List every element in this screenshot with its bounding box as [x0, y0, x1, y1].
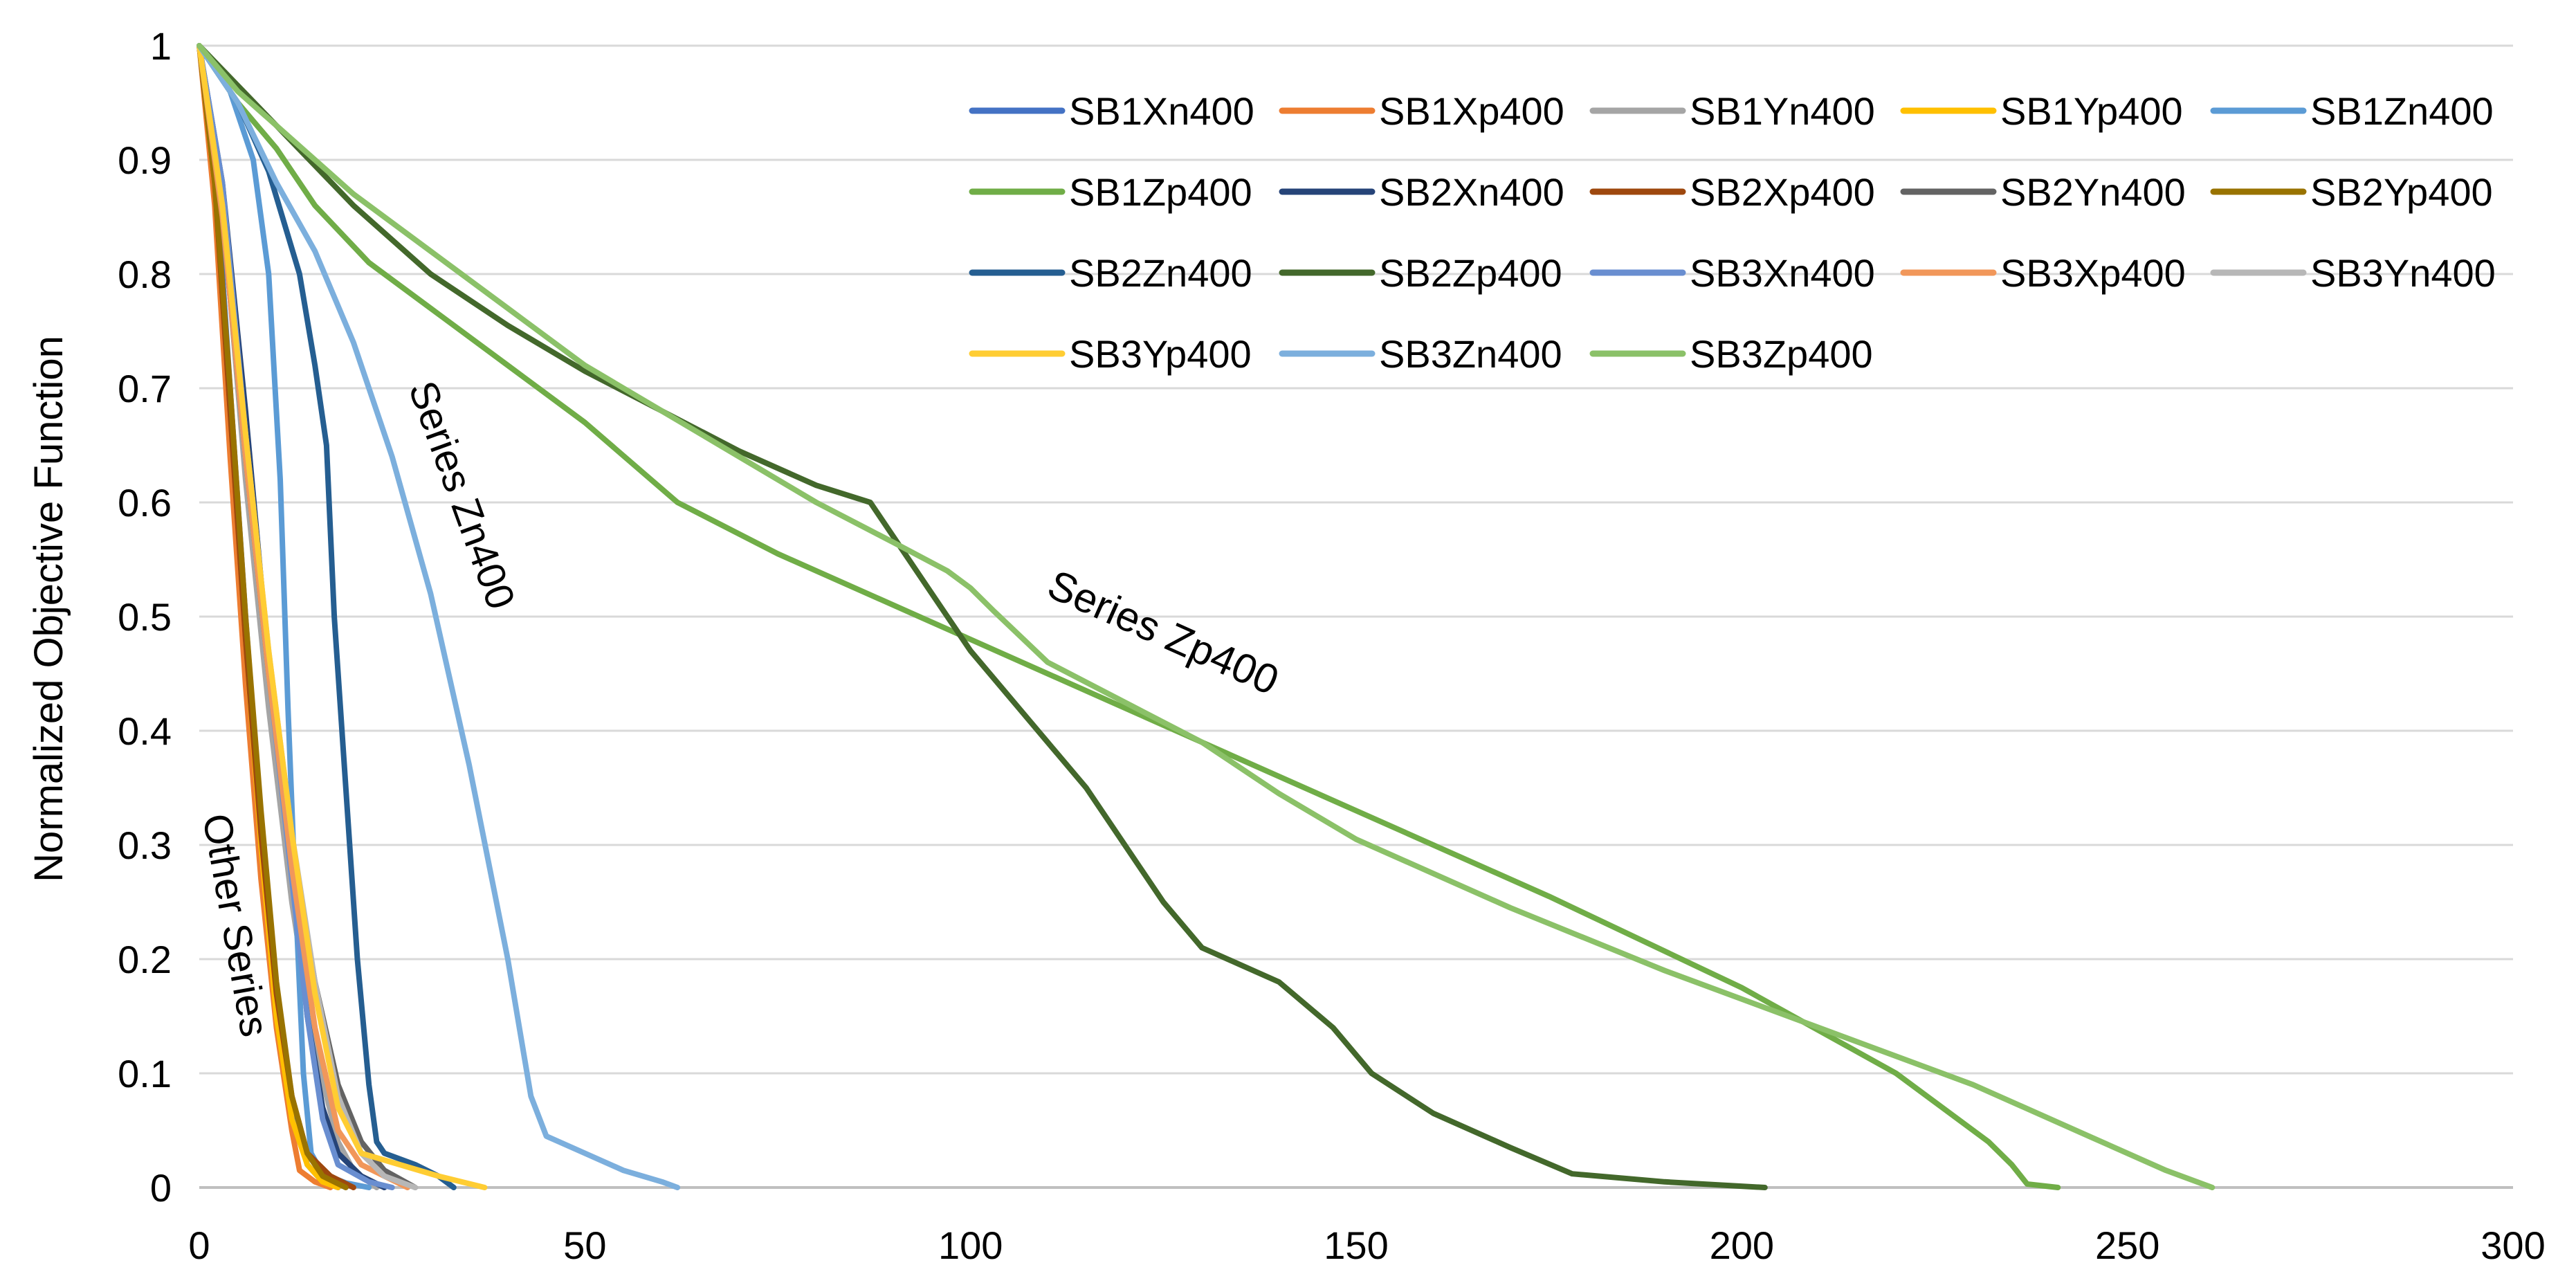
y-tick-label: 0.1 [118, 1052, 172, 1095]
legend-label-SB3Yn400: SB3Yn400 [2310, 251, 2496, 295]
y-tick-label: 0 [150, 1166, 172, 1210]
y-tick-label: 0.7 [118, 367, 172, 410]
series-line-SB3Zn400 [197, 43, 681, 1190]
y-tick-label: 0.8 [118, 253, 172, 296]
legend-label-SB1Zp400: SB1Zp400 [1069, 170, 1252, 214]
legend-label-SB3Xn400: SB3Xn400 [1690, 251, 1875, 295]
legend-label-SB1Zn400: SB1Zn400 [2310, 89, 2494, 133]
legend-label-SB2Yp400: SB2Yp400 [2310, 170, 2493, 214]
legend-label-SB1Xp400: SB1Xp400 [1379, 89, 1564, 133]
y-tick-label: 0.9 [118, 138, 172, 182]
legend-label-SB1Yp400: SB1Yp400 [2000, 89, 2183, 133]
legend-label-SB3Yp400: SB3Yp400 [1069, 332, 1252, 376]
legend-label-SB3Xp400: SB3Xp400 [2000, 251, 2186, 295]
y-tick-label: 0.6 [118, 481, 172, 525]
x-tick-label: 150 [1324, 1223, 1388, 1267]
legend-label-SB2Zp400: SB2Zp400 [1379, 251, 1562, 295]
legend-label-SB3Zp400: SB3Zp400 [1690, 332, 1873, 376]
x-tick-label: 300 [2481, 1223, 2545, 1267]
gridlines [199, 44, 2513, 1075]
axes: 0 0.1 0.2 0.3 0.4 0.5 0.6 0.7 0.8 0.9 1 0 50 100 150 20… [118, 24, 2546, 1267]
legend-label-SB3Zn400: SB3Zn400 [1379, 332, 1562, 376]
x-tick-label: 250 [2095, 1223, 2159, 1267]
legend-label-SB2Xp400: SB2Xp400 [1690, 170, 1875, 214]
y-axis-label: Normalized Objective Function [26, 336, 71, 882]
series-layer [197, 43, 2216, 1190]
legend-label-SB2Yn400: SB2Yn400 [2000, 170, 2186, 214]
x-tick-label: 50 [563, 1223, 606, 1267]
x-tick-label: 0 [188, 1223, 210, 1267]
series-line-SB3Yp400 [197, 43, 488, 1190]
y-tick-label: 0.4 [118, 709, 172, 753]
legend-label-SB1Yn400: SB1Yn400 [1690, 89, 1875, 133]
series-line-SB1Zp400 [197, 43, 2061, 1190]
series-line-SB3Zp400 [197, 43, 2216, 1190]
y-tick-label: 1 [150, 24, 172, 68]
y-tick-label: 0.5 [118, 595, 172, 639]
x-tick-label: 200 [1710, 1223, 1774, 1267]
legend-label-SB2Zn400: SB2Zn400 [1069, 251, 1252, 295]
series-line-SB2Zn400 [197, 43, 457, 1190]
y-tick-label: 0.2 [118, 938, 172, 981]
legend-label-SB2Xn400: SB2Xn400 [1379, 170, 1564, 214]
x-tick-label: 100 [938, 1223, 1003, 1267]
series-line-SB2Zp400 [197, 43, 1768, 1190]
y-tick-label: 0.3 [118, 824, 172, 867]
legend: SB1Xn400 SB1Xp400 SB1Yn400 SB1Yp400 SB1Zn400… [969, 89, 2496, 376]
series-line-SB2Yp400 [197, 43, 349, 1190]
legend-label-SB1Xn400: SB1Xn400 [1069, 89, 1254, 133]
